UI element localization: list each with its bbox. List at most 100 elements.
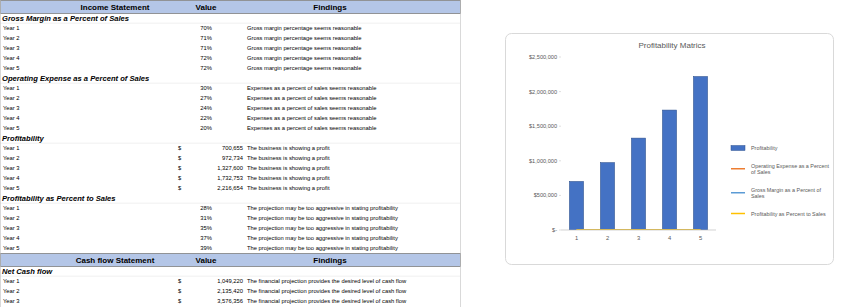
x-tick-label: 4 [668,235,672,241]
section-title: Profitability as Percent to Sales [2,194,116,203]
table-header: Income Statement [81,3,150,12]
row-value: 35% [200,225,212,231]
legend-line: Profitability [751,145,778,151]
row-label: Year 2 [3,288,20,294]
row-currency: $ [178,155,182,161]
legend-line: Sales [751,193,765,199]
row-value: 39% [200,245,212,251]
row-finding: Gross margin percentage seems reasonable [247,55,361,61]
row-value: 1,327,600 [217,165,243,171]
row-label: Year 2 [3,215,20,221]
bar [663,110,677,230]
x-axis-line [561,230,716,231]
row-label: Year 3 [3,45,20,51]
row-label: Year 5 [3,245,20,251]
row-label: Year 4 [3,235,20,241]
row-finding: Expenses as a percent of sales seems rea… [247,125,377,131]
row-value: 72% [200,65,212,71]
legend-line: Operating Expense as a Percent [751,163,829,169]
table-border [460,0,461,307]
row-value: 70% [200,25,212,31]
y-tick-label: $2,500,000 [529,54,557,60]
row-label: Year 3 [3,225,20,231]
table-header: Value [196,256,217,265]
row-label: Year 2 [3,95,20,101]
row-value: 71% [200,45,212,51]
row-value: 22% [200,115,212,121]
row-label: Year 4 [3,115,20,121]
row-value: 1,049,220 [217,278,243,284]
legend-line: Gross Margin as a Percent of [751,187,822,193]
legend-line: Profitability as Percent to Sales [751,211,826,217]
y-tick [559,57,561,58]
row-currency: $ [178,145,182,151]
row-finding: The financial projection provides the de… [247,288,407,294]
row-line [0,276,460,277]
x-tick-label: 5 [699,235,702,241]
row-label: Year 2 [3,155,20,161]
bar [570,182,584,230]
row-label: Year 5 [3,65,20,71]
row-value: 20% [200,125,212,131]
row-finding: Gross margin percentage seems reasonable [247,25,361,31]
legend-label: Gross Margin as a Percent ofSales [751,187,822,200]
legend-swatch [731,146,745,151]
row-label: Year 1 [3,85,20,91]
row-finding: Expenses as a percent of sales seems rea… [247,95,377,101]
plot-marks [570,77,708,230]
legend-label: Profitability [751,145,778,151]
row-value: 24% [200,105,212,111]
row-label: Year 4 [3,55,20,61]
row-value: 700,655 [222,145,243,151]
row-currency: $ [178,298,182,304]
row-finding: The financial projection provides the de… [247,298,407,304]
y-tick [559,160,561,161]
y-tick [559,126,561,127]
row-currency: $ [178,175,182,181]
page: Income Statement Value Findings Gross Margi… [0,0,850,307]
row-label: Year 3 [3,105,20,111]
row-line [0,83,460,84]
row-value: 72% [200,55,212,61]
table-header-bg [1,1,461,14]
row-finding: The projection may be too aggressive in … [247,205,398,211]
row-value: 2,216,654 [217,185,244,191]
row-line [0,23,460,24]
table-header: Findings [313,256,347,265]
row-currency: $ [178,185,182,191]
table-border [0,0,1,307]
x-tick-label: 2 [606,235,609,241]
row-currency: $ [178,165,182,171]
row-finding: The financial projection provides the de… [247,278,407,284]
row-label: Year 1 [3,278,20,284]
x-tick-label: 3 [637,235,640,241]
row-value: 972,734 [222,155,244,161]
row-finding: Expenses as a percent of sales seems rea… [247,85,377,91]
row-finding: Gross margin percentage seems reasonable [247,35,361,41]
row-currency: $ [178,288,182,294]
bar [694,77,708,230]
y-tick [559,230,561,231]
table-header: Value [196,3,217,12]
bar [601,163,615,230]
row-currency: $ [178,278,182,284]
row-value: 31% [200,215,212,221]
row-finding: The projection may be too aggressive in … [247,215,398,221]
chart-frame [506,34,834,265]
row-finding: The projection may be too aggressive in … [247,245,398,251]
row-finding: The projection may be too aggressive in … [247,225,398,231]
row-line [0,143,460,144]
y-tick [559,91,561,92]
row-label: Year 5 [3,125,20,131]
row-value: 71% [200,35,212,41]
section-title: Gross Margin as a Percent of Sales [2,14,129,23]
section-title: Profitability [2,134,45,143]
row-label: Year 1 [3,205,20,211]
table-header-bg [1,254,461,267]
legend-swatch [731,192,745,194]
row-finding: The business is showing a profit [247,155,330,161]
y-tick-label: $2,000,000 [529,89,557,95]
row-label: Year 3 [3,298,20,304]
y-tick [559,195,561,196]
section-title: Operating Expense as a Percent of Sales [2,74,149,83]
